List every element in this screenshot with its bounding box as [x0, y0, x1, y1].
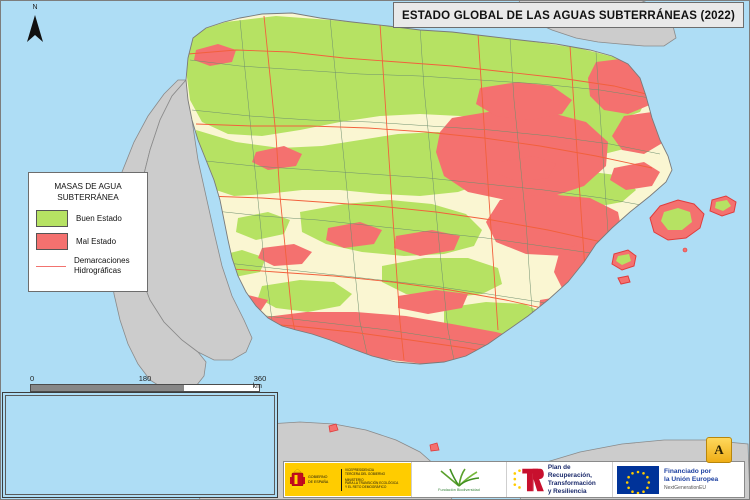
gobierno-divider [341, 468, 342, 491]
ministerio-line1: MINISTERIO [345, 477, 364, 482]
legend-item-buen-estado: Buen Estado [36, 210, 140, 227]
prtr-mark-icon [513, 468, 544, 491]
ministerio-text: VICEPRESIDENCIA TERCERA DEL GOBIERNO MIN… [345, 467, 399, 491]
gobierno-wordmark-line2: DE ESPAÑA [308, 479, 329, 484]
spain-coastline [185, 12, 673, 365]
scale-bar-fill [31, 385, 184, 391]
gobierno-wordmark-line1: GOBIERNO [308, 475, 328, 480]
legend-item-demarcaciones: Demarcaciones Hidrográficas [36, 256, 140, 276]
legend-item-mal-estado: Mal Estado [36, 233, 140, 250]
scale-bar-track [30, 384, 260, 392]
subbasin-outlines [189, 17, 661, 361]
legend-swatch-red [36, 233, 68, 250]
eu-flag-icon [617, 465, 659, 494]
map-title-box: ESTADO GLOBAL DE LAS AGUAS SUBTERRÁNEAS … [393, 2, 744, 28]
vicepresidencia-line1: VICEPRESIDENCIA [345, 467, 375, 472]
grass-leaves-icon [440, 468, 480, 487]
prtr-line3: y Resiliencia [547, 487, 587, 495]
legend-title: MASAS DE AGUA SUBTERRÁNEA [36, 181, 140, 203]
ministerio-line2: PARA LA TRANSICIÓN ECOLÓGICA [345, 481, 399, 486]
scale-tick-1: 180 [138, 374, 152, 383]
prtr-line1: Plan de Recuperación, [547, 463, 592, 479]
scale-tick-labels: 0 180 360 [30, 374, 266, 384]
north-arrow-label: N [32, 4, 38, 11]
legend-swatch-line [36, 259, 66, 274]
north-arrow: N [18, 4, 52, 50]
legend-title-line1: MASAS DE AGUA [54, 182, 122, 191]
prtr-text: Plan de Recuperación, Transformación y R… [548, 464, 612, 496]
vicepresidencia-line2: TERCERA DEL GOBIERNO [345, 471, 386, 476]
scale-tick-0: 0 [30, 374, 35, 383]
accessibility-badge-letter: A [714, 442, 724, 457]
legend-label-demarcaciones: Demarcaciones Hidrográficas [74, 256, 130, 276]
accessibility-badge[interactable]: A [706, 437, 732, 463]
biodiversidad-label: Fundación Biodiversidad [438, 488, 480, 492]
page-title: ESTADO GLOBAL DE LAS AGUAS SUBTERRÁNEAS … [402, 10, 735, 22]
eu-funding-text: Financiado por la Unión Europea NextGene… [664, 468, 718, 491]
fundacion-biodiversidad-logo: Fundación Biodiversidad [411, 462, 507, 497]
legend-swatch-green [36, 210, 68, 227]
coat-of-arms-icon [290, 468, 305, 488]
european-union-funding-logo: Financiado por la Unión Europea NextGene… [612, 462, 744, 497]
prtr-logo: Plan de Recuperación, Transformación y R… [507, 462, 612, 497]
scale-tick-2: 360 [253, 374, 267, 383]
balearic-islands [611, 195, 737, 285]
north-arrow-icon [27, 15, 43, 42]
legend-title-line2: SUBTERRÁNEA [57, 193, 119, 202]
eu-line3: NextGenerationEU [664, 484, 706, 491]
footer-logo-banner: GOBIERNO DE ESPAÑA VICEPRESIDENCIA TERCE… [283, 461, 745, 498]
canary-islands-inset [2, 392, 278, 498]
ceuta-melilla-markers [328, 423, 440, 452]
legend-label-mal-estado: Mal Estado [76, 236, 117, 246]
eu-line2: la Unión Europea [664, 476, 719, 483]
spain-groundwater-bodies [186, 13, 672, 364]
ministerio-line3: Y EL RETO DEMOGRÁFICO [345, 485, 387, 490]
eu-line1: Financiado por [664, 468, 712, 476]
legend: MASAS DE AGUA SUBTERRÁNEA Buen Estado Ma… [28, 172, 148, 292]
gobierno-de-espana-logo: GOBIERNO DE ESPAÑA VICEPRESIDENCIA TERCE… [285, 463, 411, 496]
canary-inset-inner-border [5, 395, 275, 495]
prtr-line2: Transformación [547, 479, 596, 487]
gobierno-wordmark: GOBIERNO DE ESPAÑA [308, 475, 338, 484]
scale-bar: 0 180 360 km [30, 374, 266, 392]
legend-label-demarcaciones-line1: Demarcaciones [74, 256, 130, 265]
scale-unit-label: km [252, 383, 262, 390]
legend-label-buen-estado: Buen Estado [76, 213, 122, 223]
legend-label-demarcaciones-line2: Hidrográficas [74, 266, 122, 275]
